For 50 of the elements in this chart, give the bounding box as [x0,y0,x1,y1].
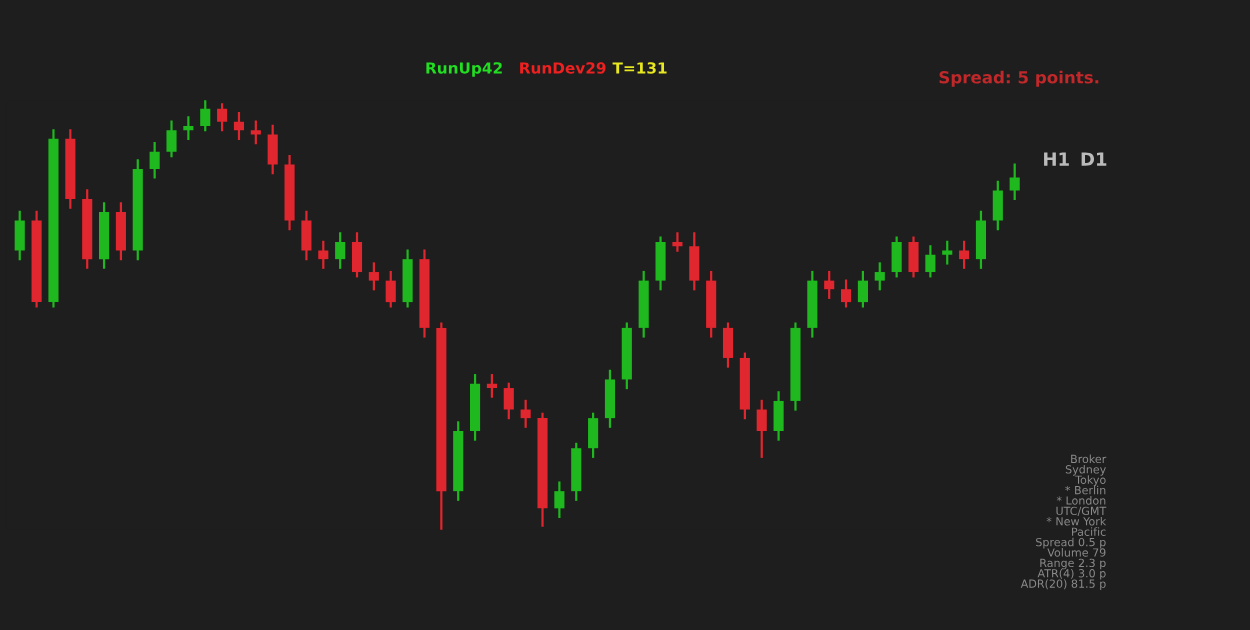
candlestick [554,481,565,519]
candlestick [689,232,700,291]
candlestick [959,240,970,269]
candlestick [267,124,278,175]
candlestick [824,270,835,299]
candlestick [233,111,245,140]
candlestick [857,270,868,308]
candlestick [470,374,481,441]
candlestick [942,240,953,265]
candlestick [975,210,987,269]
candlestick [908,236,919,278]
candlestick [14,210,25,261]
candlestick [368,262,379,291]
candlestick [335,232,346,269]
candlestick [402,249,413,308]
candlestick [318,240,329,269]
candlestick [925,245,936,278]
text: H1 [1044,152,1069,166]
candlestick [807,270,818,338]
candlestick [638,270,649,338]
candlestick [250,120,261,145]
candlestick [706,270,717,338]
candlestick [385,270,396,308]
candlestick [672,232,683,252]
candlestick [655,236,666,291]
candlestick [301,210,312,261]
candlestick [503,382,514,420]
candlestick [874,262,885,291]
text: Spread: 5 points. [939,70,1099,87]
candlestick [486,374,497,398]
candlestick [217,103,228,132]
text: D1 [1081,152,1107,166]
candlestick [520,399,531,428]
candlestick [149,142,160,179]
candlestick [841,279,852,308]
candlestick [351,232,363,278]
candlestick [588,412,599,458]
candlestick [99,202,110,269]
candlestick [166,120,177,158]
candlestick [891,236,902,278]
candlestick [756,399,767,458]
candlestick [1009,163,1020,201]
candlestick [604,369,616,428]
candlestick [722,322,734,368]
candlestick [571,442,582,501]
candlestick [115,202,126,261]
candlestick [773,391,784,441]
candlestick [200,100,211,132]
candlestick [183,116,194,140]
candlestick [992,180,1003,231]
